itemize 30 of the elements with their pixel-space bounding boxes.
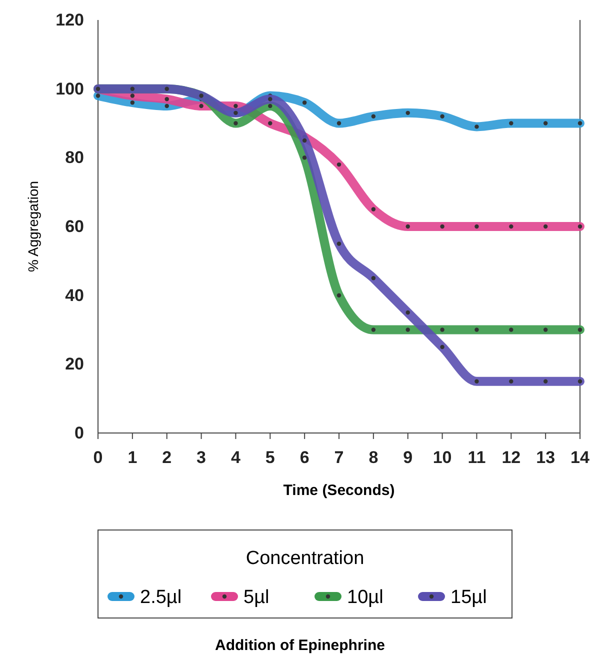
legend-label: 5µl	[244, 587, 270, 608]
x-tick-label: 2	[162, 448, 172, 468]
legend-title: Concentration	[246, 548, 364, 569]
x-tick-label: 3	[196, 448, 206, 468]
x-tick-label: 12	[502, 448, 521, 468]
text: Addition of Epinephrine	[215, 637, 385, 654]
y-tick-label: 0	[74, 423, 84, 442]
legend-label: 15µl	[450, 587, 487, 608]
x-tick-label: 9	[403, 448, 413, 468]
x-tick-label: 10	[432, 448, 452, 468]
legend-label: 10µl	[347, 587, 384, 608]
x-tick-label: 13	[536, 448, 556, 468]
y-tick-label: 20	[65, 354, 84, 374]
x-tick-label: 7	[334, 448, 344, 468]
y-tick-label: 80	[65, 148, 84, 168]
x-tick-label: 0	[93, 448, 103, 468]
legend-label: 2.5µl	[140, 587, 182, 608]
x-tick-label: 1	[128, 448, 138, 468]
y-tick-label: 40	[65, 286, 84, 305]
y-tick-label: 100	[56, 79, 84, 98]
x-tick-label: 4	[230, 448, 241, 468]
x-tick-label: 5	[265, 448, 275, 468]
y-tick-label: 120	[56, 10, 84, 30]
y-tick-label: 60	[65, 216, 84, 236]
y-axis-title: % Aggregation	[25, 180, 41, 272]
x-tick-label: 8	[368, 448, 378, 468]
x-tick-label: 14	[570, 448, 590, 468]
x-axis-title: Time (Seconds)	[283, 482, 395, 499]
x-tick-label: 6	[300, 448, 310, 468]
x-tick-label: 11	[468, 448, 486, 468]
